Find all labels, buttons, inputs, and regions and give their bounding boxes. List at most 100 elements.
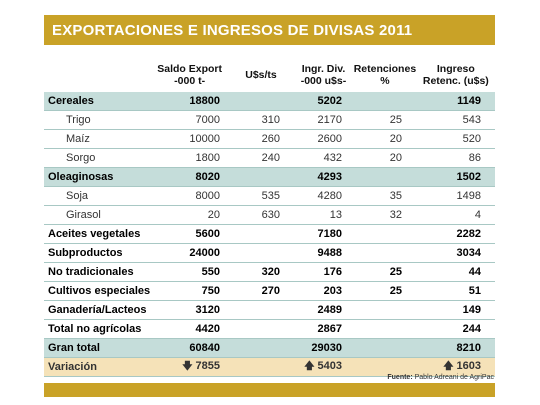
row-cell: 240 bbox=[261, 152, 280, 164]
row-label: Trigo bbox=[66, 114, 91, 126]
arrow-down-icon: 🡇 bbox=[182, 360, 193, 372]
row-cell: 8210 bbox=[456, 342, 481, 354]
row-cell: 25 bbox=[389, 266, 402, 278]
row-cell: 1800 bbox=[195, 152, 220, 164]
header-saldo: Saldo Export -000 t- bbox=[157, 63, 222, 87]
row-cell: 25 bbox=[389, 285, 402, 297]
table-row: Ganadería/Lacteos 3120 2489 149 bbox=[44, 301, 495, 320]
header-retenciones: Retenciones% bbox=[353, 63, 417, 87]
row-cell: 20 bbox=[389, 152, 402, 164]
row-cell: 149 bbox=[462, 304, 481, 316]
row-cell: 260 bbox=[261, 133, 280, 145]
data-table: Saldo Export -000 t- U$s/ts Ingr. Div. -00… bbox=[44, 58, 495, 377]
table-row: Aceites vegetales 5600 7180 2282 bbox=[44, 225, 495, 244]
variation-label: Variación bbox=[48, 361, 97, 373]
row-label: Sorgo bbox=[66, 152, 96, 164]
row-cell: 10000 bbox=[189, 133, 220, 145]
row-cell: 2489 bbox=[317, 304, 342, 316]
row-cell: 44 bbox=[468, 266, 481, 278]
row-cell: 8000 bbox=[195, 190, 220, 202]
row-cell: 4 bbox=[474, 209, 481, 221]
row-cell: 1502 bbox=[456, 171, 481, 183]
row-cell: 432 bbox=[323, 152, 342, 164]
row-cell: 535 bbox=[261, 190, 280, 202]
variation-ingr: 🡅 5403 bbox=[292, 359, 352, 376]
table-row: Trigo 7000 310 2170 25 543 bbox=[44, 111, 495, 130]
row-cell: 35 bbox=[389, 190, 402, 202]
table-row: Cultivos especiales 750 270 203 25 51 bbox=[44, 282, 495, 301]
row-cell: 1498 bbox=[456, 190, 481, 202]
variation-ingreso: 🡅 1603 bbox=[416, 359, 495, 376]
row-label: Cultivos especiales bbox=[48, 285, 151, 297]
table-row: Maíz 10000 260 2600 20 520 bbox=[44, 130, 495, 149]
row-cell: 270 bbox=[261, 285, 280, 297]
row-cell: 520 bbox=[462, 133, 481, 145]
row-cell: 20 bbox=[207, 209, 220, 221]
row-cell: 3120 bbox=[195, 304, 220, 316]
row-cell: 2867 bbox=[317, 323, 342, 335]
table-row: Sorgo 1800 240 432 20 86 bbox=[44, 149, 495, 168]
row-cell: 18800 bbox=[189, 95, 220, 107]
header-ingr: Ingr. Div. -000 u$s- bbox=[300, 63, 347, 87]
row-label: No tradicionales bbox=[48, 266, 134, 278]
row-label: Total no agrícolas bbox=[48, 323, 142, 335]
row-cell: 543 bbox=[462, 114, 481, 126]
variation-row: Variación 🡇 7855 🡅 5403 🡅 1603 bbox=[44, 358, 495, 377]
row-cell: 32 bbox=[389, 209, 402, 221]
row-label: Gran total bbox=[48, 342, 100, 354]
variation-saldo: 🡇 7855 bbox=[168, 359, 226, 376]
table-row: No tradicionales 550 320 176 25 44 bbox=[44, 263, 495, 282]
row-cell: 3034 bbox=[456, 247, 481, 259]
row-cell: 9488 bbox=[317, 247, 342, 259]
row-cell: 8020 bbox=[195, 171, 220, 183]
row-cell: 320 bbox=[261, 266, 280, 278]
row-cell: 60840 bbox=[189, 342, 220, 354]
row-cell: 25 bbox=[389, 114, 402, 126]
row-cell: 2282 bbox=[456, 228, 481, 240]
table-row: Subproductos 24000 9488 3034 bbox=[44, 244, 495, 263]
row-cell: 4293 bbox=[317, 171, 342, 183]
row-label: Aceites vegetales bbox=[48, 228, 141, 240]
row-label: Girasol bbox=[66, 209, 101, 221]
row-cell: 29030 bbox=[311, 342, 342, 354]
row-cell: 20 bbox=[389, 133, 402, 145]
header-ingreso: Ingreso Retenc. (u$s) bbox=[422, 63, 489, 87]
header-usts: U$s/ts bbox=[245, 69, 277, 81]
title-bar: EXPORTACIONES E INGRESOS DE DIVISAS 2011 bbox=[44, 15, 495, 45]
row-cell: 86 bbox=[468, 152, 481, 164]
table-row: Soja 8000 535 4280 35 1498 bbox=[44, 187, 495, 206]
row-cell: 4280 bbox=[317, 190, 342, 202]
row-cell: 203 bbox=[323, 285, 342, 297]
row-label: Maíz bbox=[66, 133, 90, 145]
row-cell: 750 bbox=[201, 285, 220, 297]
arrow-up-icon: 🡅 bbox=[304, 360, 315, 372]
row-cell: 13 bbox=[329, 209, 342, 221]
row-cell: 310 bbox=[261, 114, 280, 126]
table-row: Gran total 60840 29030 8210 bbox=[44, 339, 495, 358]
row-cell: 24000 bbox=[189, 247, 220, 259]
row-cell: 2600 bbox=[317, 133, 342, 145]
footer-bar bbox=[44, 383, 495, 397]
row-cell: 51 bbox=[468, 285, 481, 297]
row-label: Soja bbox=[66, 190, 89, 202]
row-cell: 4420 bbox=[195, 323, 220, 335]
row-label: Oleaginosas bbox=[48, 171, 114, 183]
table-row: Oleaginosas 8020 4293 1502 bbox=[44, 168, 495, 187]
table-row: Girasol 20 630 13 32 4 bbox=[44, 206, 495, 225]
row-cell: 630 bbox=[261, 209, 280, 221]
table-body: Cereales 18800 5202 1149 Trigo 7000 310 2170 25 5… bbox=[44, 92, 495, 358]
row-cell: 176 bbox=[323, 266, 342, 278]
table-row: Total no agrícolas 4420 2867 244 bbox=[44, 320, 495, 339]
row-label: Subproductos bbox=[48, 247, 123, 259]
table-row: Cereales 18800 5202 1149 bbox=[44, 92, 495, 111]
row-label: Cereales bbox=[48, 95, 94, 107]
row-cell: 550 bbox=[201, 266, 220, 278]
row-label: Ganadería/Lacteos bbox=[48, 304, 147, 316]
row-cell: 244 bbox=[462, 323, 481, 335]
row-cell: 1149 bbox=[457, 95, 481, 107]
arrow-up-icon: 🡅 bbox=[443, 360, 454, 372]
table-header: Saldo Export -000 t- U$s/ts Ingr. Div. -00… bbox=[44, 58, 495, 92]
page-title: EXPORTACIONES E INGRESOS DE DIVISAS 2011 bbox=[52, 21, 413, 39]
row-cell: 7000 bbox=[195, 114, 220, 126]
row-cell: 5202 bbox=[317, 95, 342, 107]
